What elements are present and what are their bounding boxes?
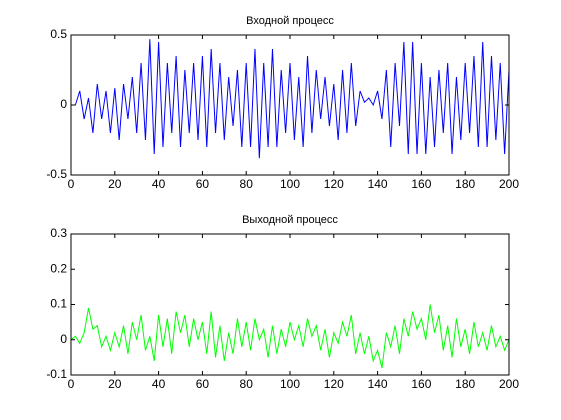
x-tick-label: 80 (240, 377, 254, 391)
y-tick-label: 0.3 (50, 226, 67, 240)
x-tick-label: 200 (499, 177, 519, 191)
chart-title: Входной процесс (246, 15, 334, 27)
y-tick-label: 0.2 (50, 261, 67, 275)
x-tick-label: 20 (108, 377, 122, 391)
axes-frame (70, 34, 510, 176)
x-tick-label: 160 (411, 177, 431, 191)
chart-title: Выходной процесс (242, 214, 338, 226)
x-tick-label: 60 (196, 377, 210, 391)
y-tick-label: 0.1 (50, 297, 67, 311)
x-tick-label: 180 (455, 377, 475, 391)
x-tick-label: 100 (280, 377, 300, 391)
x-tick-label: 120 (324, 177, 344, 191)
y-tick-label: 0.5 (50, 27, 67, 41)
x-tick-label: 60 (196, 177, 210, 191)
x-tick-label: 40 (152, 377, 166, 391)
x-tick-label: 0 (68, 377, 75, 391)
x-tick-label: 180 (455, 177, 475, 191)
axes-frame (70, 233, 510, 376)
x-tick-label: 100 (280, 177, 300, 191)
y-tick-label: -0.1 (46, 367, 67, 381)
y-tick-label: -0.5 (46, 167, 67, 181)
x-tick-label: 0 (68, 177, 75, 191)
x-tick-label: 140 (368, 177, 388, 191)
x-tick-label: 20 (108, 177, 122, 191)
x-tick-label: 140 (368, 377, 388, 391)
series-line (71, 39, 510, 159)
x-tick-label: 200 (499, 377, 519, 391)
x-tick-label: 120 (324, 377, 344, 391)
series-line (70, 304, 510, 369)
y-tick-label: 0 (60, 97, 67, 111)
axes-background (71, 234, 509, 375)
x-tick-label: 40 (152, 177, 166, 191)
x-tick-label: 80 (240, 177, 254, 191)
x-tick-label: 160 (411, 377, 431, 391)
axes-background (71, 35, 509, 175)
y-tick-label: 0 (60, 332, 67, 346)
